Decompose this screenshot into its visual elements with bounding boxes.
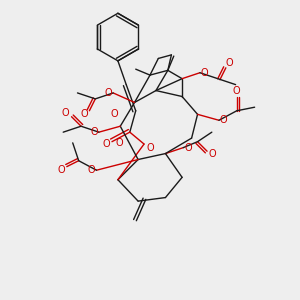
Text: O: O: [146, 142, 154, 153]
Text: O: O: [88, 165, 96, 175]
Text: O: O: [116, 138, 124, 148]
Text: O: O: [81, 109, 88, 119]
Text: O: O: [233, 85, 241, 96]
Text: O: O: [220, 115, 227, 125]
Text: O: O: [62, 108, 69, 118]
Text: O: O: [201, 68, 208, 78]
Text: O: O: [184, 142, 192, 153]
Text: O: O: [226, 58, 233, 68]
Text: O: O: [57, 165, 64, 175]
Text: O: O: [102, 139, 110, 149]
Text: O: O: [208, 148, 216, 159]
Text: O: O: [105, 88, 112, 98]
Text: O: O: [90, 127, 98, 137]
Text: O: O: [110, 109, 118, 119]
